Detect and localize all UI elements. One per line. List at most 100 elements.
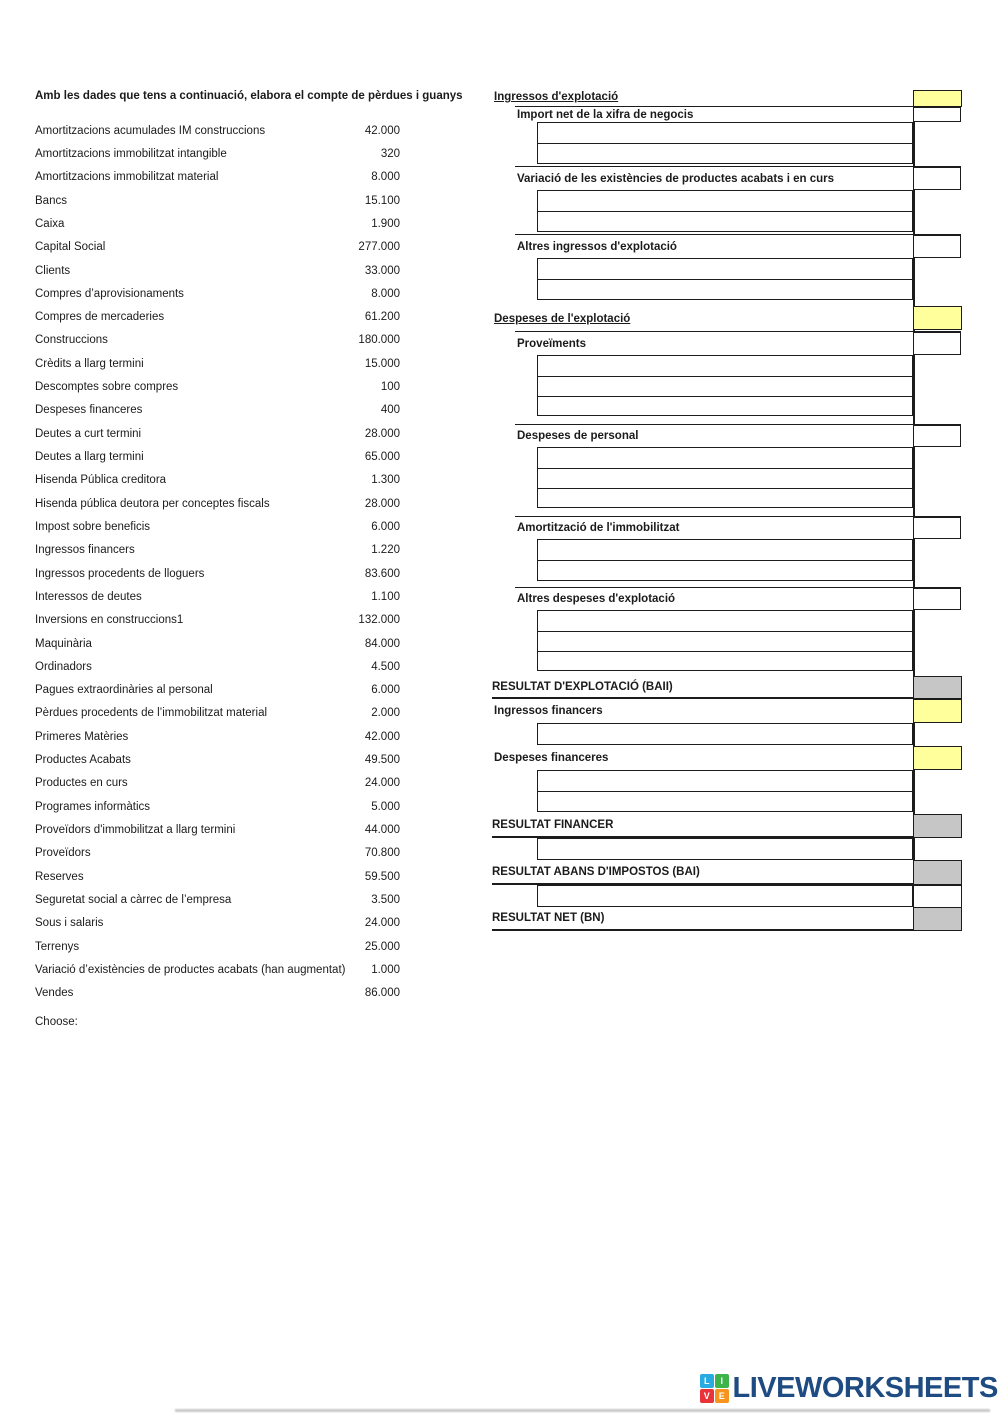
ledger-item-label: Reserves: [35, 870, 84, 883]
line-total-cell: [913, 332, 961, 355]
ledger-row: Hisenda Pública creditora 1.300: [35, 469, 400, 492]
ledger-item-value: 1.220: [371, 544, 400, 557]
ledger-item-value: 33.000: [364, 264, 400, 277]
line-total-cell: [913, 517, 961, 539]
answer-input[interactable]: [538, 356, 912, 376]
result-cell-bai: [913, 860, 962, 885]
answer-input[interactable]: [538, 259, 912, 279]
line-financial-income: Ingressos financers: [494, 699, 894, 723]
answer-input[interactable]: [538, 611, 912, 631]
choose-label: Choose:: [35, 1016, 78, 1028]
ledger-row: Pagues extraordinàries al personal 6.000: [35, 679, 400, 702]
input-stack-other-income: [537, 258, 913, 300]
ledger-item-label: Sous i salaris: [35, 917, 104, 930]
answer-input[interactable]: [538, 395, 912, 416]
ledger-row: Despeses financeres 400: [35, 399, 400, 422]
section-header-operating-income: Ingressos d'explotació: [494, 91, 619, 103]
ledger-row: Programes informàtics 5.000: [35, 795, 400, 818]
ledger-row: Hisenda pública deutora per conceptes fi…: [35, 492, 400, 515]
result-cell-financial: [913, 814, 962, 838]
line-other-operating-expenses: Altres despeses d'explotació: [515, 587, 961, 610]
ledger-row: Proveïdors d'immobilitzat a llarg termin…: [35, 818, 400, 841]
logo-letter-i: I: [715, 1374, 729, 1388]
line-label: Proveïments: [517, 337, 587, 350]
ledger-item-value: 6.000: [371, 684, 400, 697]
ledger-item-value: 42.000: [364, 730, 400, 743]
ledger-row: Clients 33.000: [35, 259, 400, 282]
line-personnel-expenses: Despeses de personal: [515, 424, 961, 447]
answer-input[interactable]: [538, 210, 912, 231]
liveworksheets-wordmark: LIVEWORKSHEETS: [732, 1372, 999, 1404]
answer-input[interactable]: [538, 839, 912, 859]
answer-input[interactable]: [538, 790, 912, 811]
ledger-item-label: Amortitzacions immobilitzat intangible: [35, 147, 227, 160]
result-row-bai: RESULTAT ABANS D'IMPOSTOS (BAI): [492, 860, 913, 885]
ledger-item-label: Pagues extraordinàries al personal: [35, 684, 213, 697]
ledger-item-value: 70.800: [364, 847, 400, 860]
ledger-item-label: Amortitzacions acumulades IM construccio…: [35, 124, 266, 137]
ledger-item-label: Despeses financeres: [35, 404, 143, 417]
ledger-row: Amortitzacions immobilitzat material 8.0…: [35, 166, 400, 189]
ledger-item-label: Ingressos financers: [35, 544, 135, 557]
result-cell-baii: [913, 676, 962, 699]
answer-input[interactable]: [538, 724, 912, 744]
ledger-row: Amortitzacions immobilitzat intangible 3…: [35, 142, 400, 165]
ledger-item-label: Descomptes sobre compres: [35, 381, 179, 394]
ledger-item-label: Primeres Matèries: [35, 730, 129, 743]
liveworksheets-grid-icon: L I V E: [700, 1374, 729, 1403]
ledger-item-value: 44.000: [364, 824, 400, 837]
answer-input[interactable]: [538, 123, 912, 143]
ledger-row: Vendes 86.000: [35, 982, 400, 1005]
answer-input[interactable]: [538, 559, 912, 580]
answer-input[interactable]: [538, 487, 912, 508]
logo-letter-e: E: [715, 1389, 729, 1403]
input-stack-supplies: [537, 355, 913, 417]
ledger-item-value: 42.000: [364, 124, 400, 137]
ledger-item-label: Pèrdues procedents de l’immobilitzat mat…: [35, 707, 268, 720]
liveworksheets-logo[interactable]: L I V E LIVEWORKSHEETS: [700, 1374, 998, 1403]
answer-input[interactable]: [538, 191, 912, 211]
line-label: Amortització de l'immobilitzat: [517, 522, 680, 534]
answer-input[interactable]: [538, 650, 912, 671]
ledger-item-value: 59.500: [364, 870, 400, 883]
line-label: Despeses financeres: [494, 752, 609, 764]
logo-letter-v: V: [700, 1389, 714, 1403]
result-label: RESULTAT FINANCER: [492, 819, 614, 831]
ledger-row: Descomptes sobre compres 100: [35, 375, 400, 398]
answer-input[interactable]: [538, 278, 912, 299]
ledger-row: Terrenys 25.000: [35, 935, 400, 958]
answer-input[interactable]: [538, 886, 912, 906]
ledger-row: Compres d’aprovisionaments 8.000: [35, 282, 400, 305]
answer-input[interactable]: [538, 540, 912, 560]
ledger-row: Crèdits a llarg termini 15.000: [35, 352, 400, 375]
total-cell-operating-income: [913, 90, 962, 107]
ledger-row: Maquinària 84.000: [35, 632, 400, 655]
ledger-item-value: 400: [380, 404, 400, 417]
next-page-edge-artifact: [175, 1409, 990, 1412]
ledger-row: Amortitzacions acumulades IM construccio…: [35, 119, 400, 142]
ledger-item-value: 1.900: [371, 217, 400, 230]
ledger-item-label: Deutes a llarg termini: [35, 451, 144, 464]
ledger-item-label: Bancs: [35, 194, 67, 207]
ledger-item-label: Programes informàtics: [35, 800, 151, 813]
ledger-item-value: 15.000: [364, 357, 400, 370]
section-header-operating-expenses: Despeses de l'explotació: [494, 313, 631, 325]
answer-input[interactable]: [538, 630, 912, 651]
ledger-row: Seguretat social a càrrec de l’empresa 3…: [35, 888, 400, 911]
ledger-row: Construccions 180.000: [35, 329, 400, 352]
result-row-baii: RESULTAT D'EXPLOTACIÓ (BAII): [492, 676, 913, 699]
answer-input[interactable]: [538, 467, 912, 488]
answer-input[interactable]: [538, 771, 912, 791]
ledger-item-label: Hisenda pública deutora per conceptes fi…: [35, 497, 270, 510]
ledger-row: Proveïdors 70.800: [35, 842, 400, 865]
result-label: RESULTAT NET (BN): [492, 912, 605, 924]
ledger-row: Ordinadors 4.500: [35, 655, 400, 678]
result-row-net: RESULTAT NET (BN): [492, 907, 913, 931]
ledger-item-value: 6.000: [371, 520, 400, 533]
ledger-row: Variació d’existències de productes acab…: [35, 958, 400, 981]
answer-input[interactable]: [538, 142, 912, 163]
ledger-item-value: 49.500: [364, 754, 400, 767]
answer-input[interactable]: [538, 375, 912, 396]
input-stack-financial-result: [537, 838, 913, 860]
answer-input[interactable]: [538, 448, 912, 468]
